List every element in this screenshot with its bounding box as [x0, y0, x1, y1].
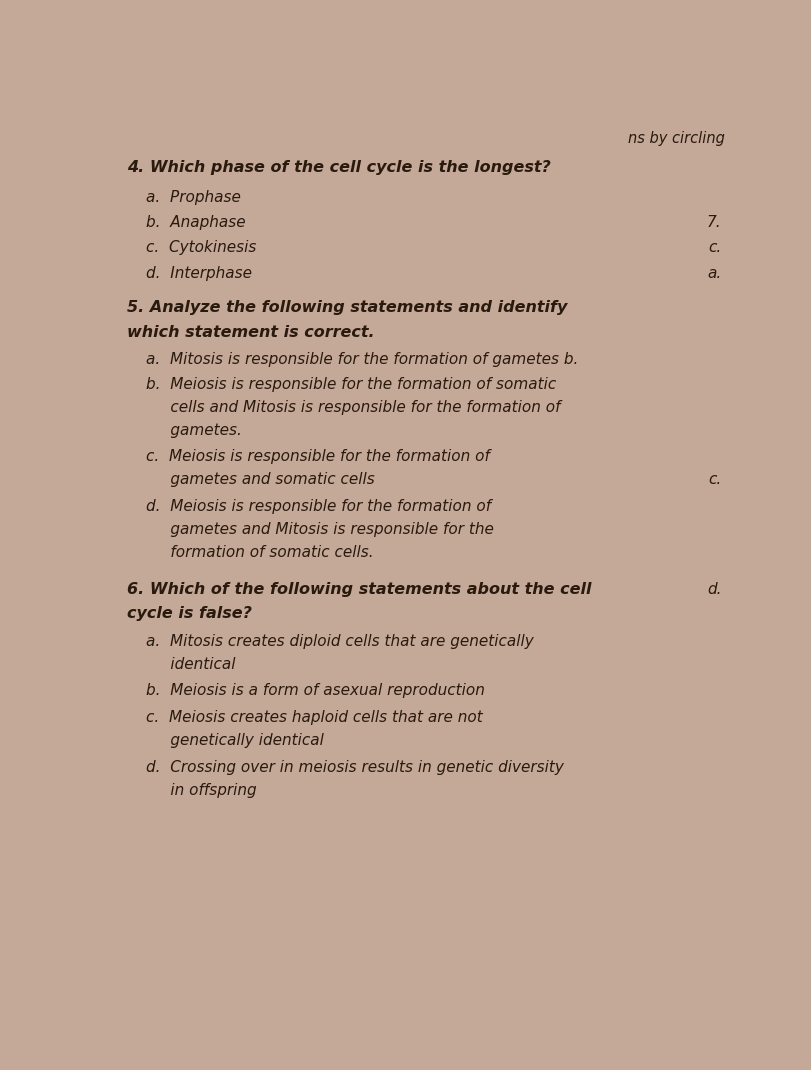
Text: a.  Mitosis creates diploid cells that are genetically: a. Mitosis creates diploid cells that ar… — [145, 633, 533, 648]
Text: c.: c. — [707, 241, 720, 256]
Text: c.  Meiosis creates haploid cells that are not: c. Meiosis creates haploid cells that ar… — [145, 709, 482, 724]
Text: 4. Which phase of the cell cycle is the longest?: 4. Which phase of the cell cycle is the … — [127, 159, 550, 174]
Text: 6. Which of the following statements about the cell: 6. Which of the following statements abo… — [127, 582, 590, 597]
Text: a.  Mitosis is responsible for the formation of gametes b.: a. Mitosis is responsible for the format… — [145, 352, 577, 367]
Text: d.: d. — [706, 582, 720, 597]
Text: cells and Mitosis is responsible for the formation of: cells and Mitosis is responsible for the… — [145, 399, 560, 415]
Text: b.  Meiosis is a form of asexual reproduction: b. Meiosis is a form of asexual reproduc… — [145, 684, 484, 699]
Text: c.: c. — [707, 472, 720, 487]
Text: c.  Cytokinesis: c. Cytokinesis — [145, 241, 255, 256]
Text: b.  Anaphase: b. Anaphase — [145, 215, 245, 230]
Text: a.: a. — [706, 265, 720, 280]
Text: b.  Meiosis is responsible for the formation of somatic: b. Meiosis is responsible for the format… — [145, 377, 555, 392]
Text: c.  Meiosis is responsible for the formation of: c. Meiosis is responsible for the format… — [145, 449, 489, 464]
Text: d.  Meiosis is responsible for the formation of: d. Meiosis is responsible for the format… — [145, 499, 490, 514]
Text: gametes and somatic cells: gametes and somatic cells — [145, 472, 374, 487]
Text: cycle is false?: cycle is false? — [127, 606, 251, 621]
Text: in offspring: in offspring — [145, 782, 255, 797]
Text: genetically identical: genetically identical — [145, 733, 323, 748]
Text: formation of somatic cells.: formation of somatic cells. — [145, 545, 373, 560]
Text: 7.: 7. — [706, 215, 720, 230]
Text: which statement is correct.: which statement is correct. — [127, 324, 374, 339]
Text: identical: identical — [145, 657, 234, 672]
Text: d.  Crossing over in meiosis results in genetic diversity: d. Crossing over in meiosis results in g… — [145, 760, 563, 775]
Text: a.  Prophase: a. Prophase — [145, 189, 240, 204]
Text: ns by circling: ns by circling — [627, 131, 723, 146]
Text: d.  Interphase: d. Interphase — [145, 265, 251, 280]
Text: gametes.: gametes. — [145, 423, 241, 438]
Text: gametes and Mitosis is responsible for the: gametes and Mitosis is responsible for t… — [145, 522, 493, 537]
Text: 5. Analyze the following statements and identify: 5. Analyze the following statements and … — [127, 301, 566, 316]
